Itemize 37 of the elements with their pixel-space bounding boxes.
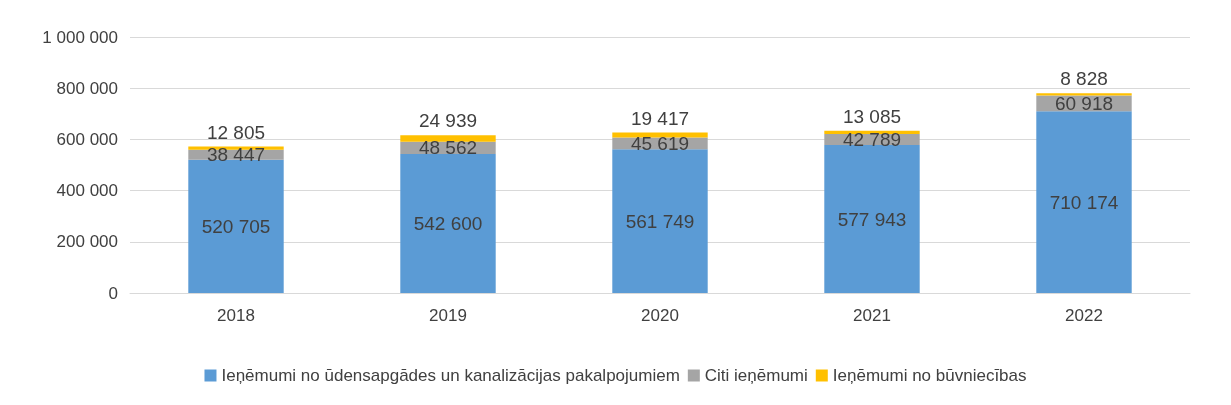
- x-tick-label: 2020: [641, 306, 679, 325]
- bar: [400, 135, 496, 142]
- bar: [400, 154, 496, 293]
- y-tick-label: 0: [108, 283, 118, 303]
- y-tick-label: 600 000: [56, 129, 118, 149]
- data-label: 38 447: [206, 144, 266, 166]
- data-label: 24 939: [418, 110, 478, 132]
- data-label: 12 805: [206, 121, 266, 143]
- data-label: 48 562: [418, 137, 478, 159]
- y-tick-label: 200 000: [56, 232, 118, 252]
- data-label: 542 600: [413, 213, 483, 235]
- data-label: 710 174: [1049, 191, 1119, 213]
- data-label: 19 417: [630, 107, 690, 129]
- data-label: 577 943: [837, 208, 907, 230]
- y-tick-label: 800 000: [56, 78, 118, 98]
- x-tick-label: 2022: [1065, 306, 1103, 325]
- data-label: 60 918: [1054, 92, 1114, 114]
- x-tick-label: 2018: [217, 306, 255, 325]
- data-label: 520 705: [201, 215, 271, 237]
- y-tick-label: 400 000: [56, 181, 118, 201]
- data-label: 45 619: [630, 132, 690, 154]
- x-tick-label: 2019: [429, 306, 467, 325]
- bar: [824, 145, 920, 293]
- bar: [1036, 111, 1132, 293]
- data-label: 8 828: [1060, 68, 1108, 90]
- legend-label: Ieņēmumi no ūdensapgādes un kanalizācijas pakalpojumiem: [221, 366, 680, 385]
- data-label: 13 085: [842, 105, 902, 127]
- legend-label: Ieņēmumi no būvniecības: [832, 366, 1027, 385]
- y-tick-label: 1 000 000: [42, 27, 118, 47]
- data-label: 561 749: [625, 210, 695, 232]
- data-label: 42 789: [842, 129, 902, 151]
- bar: [188, 159, 284, 293]
- bar: [612, 132, 708, 138]
- bar: [612, 149, 708, 293]
- legend-label: Citi ieņēmumi: [704, 366, 808, 385]
- bar: [1036, 93, 1132, 96]
- x-tick-label: 2021: [853, 306, 891, 325]
